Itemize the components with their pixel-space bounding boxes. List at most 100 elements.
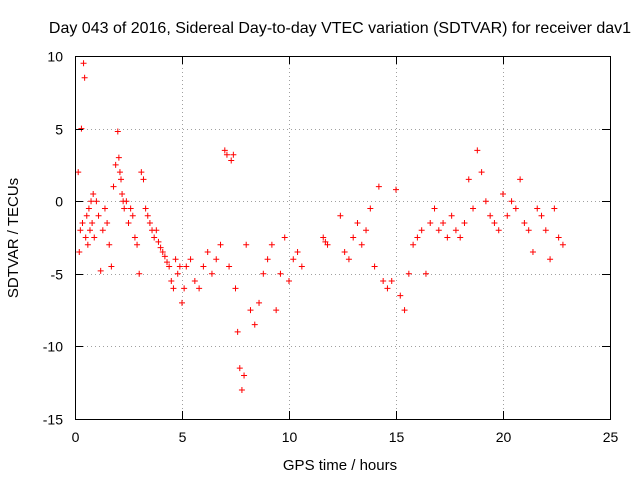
grid-layer [75,56,610,419]
data-point [181,285,188,292]
data-point [112,161,119,168]
data-point [418,227,425,234]
data-point [138,169,145,176]
data-point [512,205,519,212]
data-point [204,249,211,256]
data-point [142,205,149,212]
data-point [470,205,477,212]
data-point [159,249,166,256]
data-point [110,183,117,190]
y-tick-label: 5 [55,122,63,138]
data-point [217,241,224,248]
data-point [350,234,357,241]
data-point [380,278,387,285]
data-point [183,263,190,270]
data-point [414,234,421,241]
data-point [97,267,104,274]
data-point [101,205,108,212]
points-layer [75,60,566,393]
data-point [337,212,344,219]
data-point [448,212,455,219]
data-point [384,285,391,292]
data-point [435,227,442,234]
x-tick-label: 5 [179,429,187,445]
data-point [260,270,267,277]
data-point [157,244,164,251]
data-point [264,256,271,263]
data-point [401,307,408,314]
data-point [341,249,348,256]
data-point [155,238,162,245]
data-point [559,241,566,248]
data-point [500,190,506,197]
data-point [491,219,498,226]
data-point [134,241,141,248]
data-point [465,176,472,183]
data-point [89,219,96,226]
data-point [196,285,203,292]
data-point [125,219,132,226]
data-point [90,190,97,197]
ticks-layer: 0 5 10 15 20 25 10 5 0 -5 -10 -15 [43,49,619,446]
data-point [478,169,485,176]
data-point [81,74,88,81]
data-point [273,307,280,314]
data-point [95,212,102,219]
data-point [525,227,532,234]
data-point [452,227,459,234]
data-point [521,219,528,226]
data-point [547,256,554,263]
data-point [277,270,284,277]
x-axis-label: GPS time / hours [283,457,397,474]
data-point [223,151,230,158]
data-point [241,372,248,379]
data-point [104,219,111,226]
data-point [534,205,541,212]
data-point [123,198,130,205]
data-point [77,227,84,234]
data-point [226,263,233,270]
data-point [367,205,374,212]
data-point [457,234,464,241]
data-point [119,190,126,197]
data-point [106,241,113,248]
data-point [164,259,171,266]
y-tick-label: 0 [55,194,63,210]
data-point [542,227,549,234]
data-point [176,263,183,270]
data-point [208,270,215,277]
data-point [431,205,438,212]
data-point [268,241,275,248]
data-point [444,234,451,241]
data-point [83,212,90,219]
data-point [508,198,515,205]
data-point [179,299,185,306]
data-point [168,278,175,285]
data-point [320,234,327,241]
data-point [146,219,153,226]
data-point [85,205,92,212]
data-point [410,241,417,248]
data-point [529,249,536,256]
data-point [495,227,502,234]
data-point [115,154,122,161]
data-point [422,270,429,277]
data-point [256,299,263,306]
data-point [405,270,412,277]
data-point [140,176,147,183]
data-point [294,249,301,256]
data-point [136,270,143,277]
plot-frame [75,56,611,420]
x-tick-label: 25 [603,429,619,445]
data-point [397,292,404,299]
data-point [234,328,241,335]
data-point [440,219,447,226]
data-point [474,147,481,154]
data-point [84,241,91,248]
y-tick-label: -5 [51,267,64,283]
data-point [151,234,158,241]
data-point [538,212,545,219]
data-point [187,256,194,263]
data-point [144,212,151,219]
